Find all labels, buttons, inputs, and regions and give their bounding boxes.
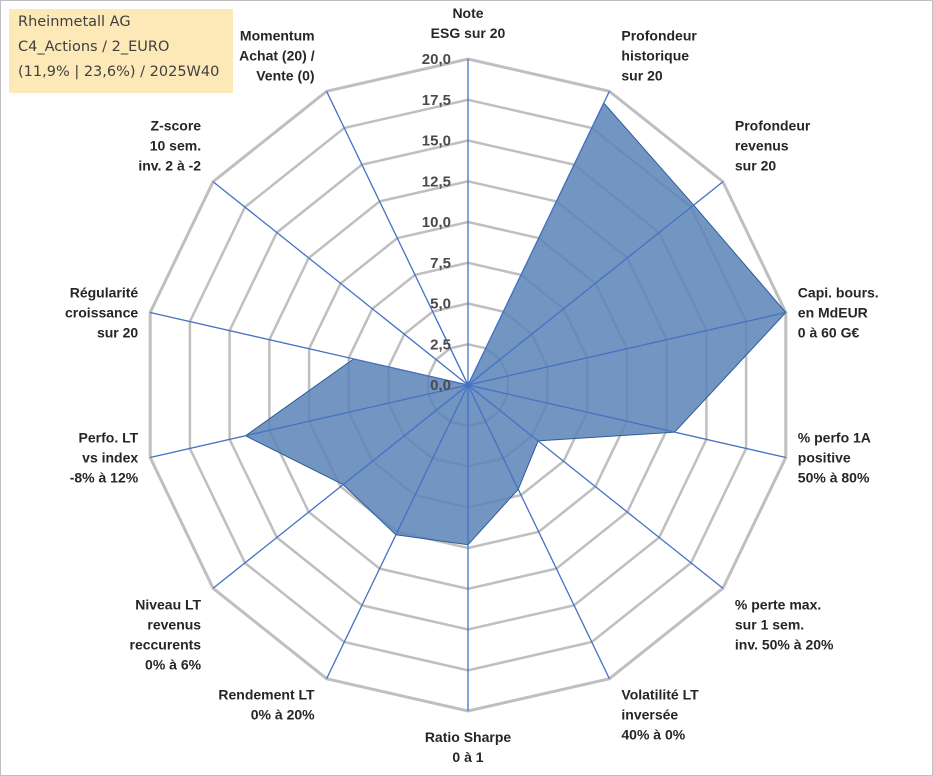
axis-label-6-line-1: inversée [621,707,678,723]
axis-label-4: % perfo 1A positive 50% à 80% [798,430,871,486]
axis-label-5-line-1: sur 1 sem. [735,616,804,632]
axis-label-10-line-1: vs index [82,450,138,466]
axis-label-3: Capi. bours. en MdEUR 0 à 60 G€ [798,285,879,341]
series-area-0 [244,102,787,546]
axis-label-12: Z-score 10 sem. inv. 2 à -2 [138,118,201,174]
axis-spoke-4 [467,384,786,459]
axis-label-2: Profondeur revenus sur 20 [735,118,811,174]
axis-label-3-line-1: en MdEUR [798,305,868,321]
axis-label-4-line-1: positive [798,450,851,466]
axis-label-7-line-1: 0 à 1 [452,749,483,765]
axis-label-11-line-1: croissance [65,305,138,321]
tick-label-2: 5,0 [430,296,451,313]
axis-label-8: Rendement LT 0% à 20% [218,687,315,723]
axis-spoke-12 [212,181,469,386]
axis-spoke-3 [467,311,786,386]
axis-spoke-9 [212,384,469,589]
axis-label-10-line-2: -8% à 12% [70,470,139,486]
axis-label-11: Régularité croissance sur 20 [65,285,138,341]
axis-spoke-13 [326,91,469,386]
tick-label-8: 20,0 [422,51,451,68]
axis-label-2-line-2: sur 20 [735,158,776,174]
axis-label-13-line-0: Momentum [240,27,315,43]
axis-label-3-line-0: Capi. bours. [798,285,879,301]
tick-label-1: 2,5 [430,336,451,353]
axis-label-8-line-0: Rendement LT [218,687,315,703]
tick-label-4: 10,0 [422,214,451,231]
axis-spoke-5 [467,384,724,589]
axis-label-11-line-0: Régularité [70,285,139,301]
axis-label-2-line-0: Profondeur [735,118,811,134]
axis-label-1: Profondeur historique sur 20 [621,27,697,83]
axis-spoke-6 [467,384,610,679]
axis-label-9-line-2: reccurents [130,636,202,652]
axis-label-11-line-2: sur 20 [97,325,138,341]
radar-axis-labels: Note ESG sur 20 Profondeur historique sur 20… [65,5,879,765]
axis-label-1-line-2: sur 20 [621,67,662,83]
tick-label-7: 17,5 [422,92,451,109]
axis-label-0-line-1: ESG sur 20 [431,25,506,41]
axis-label-2-line-1: revenus [735,138,789,154]
axis-spoke-11 [150,311,469,386]
axis-label-1-line-1: historique [621,47,689,63]
axis-spoke-1 [467,91,610,386]
tick-label-0: 0,0 [430,377,451,394]
axis-label-10: Perfo. LT vs index -8% à 12% [70,430,139,486]
axis-label-3-line-2: 0 à 60 G€ [798,325,860,341]
radar-tick-labels: 0,0 2,5 5,0 7,5 10,0 12,5 15,0 17,5 20,0 [422,51,451,394]
axis-label-5: % perte max. sur 1 sem. inv. 50% à 20% [735,596,834,652]
axis-spoke-8 [326,384,469,679]
axis-label-9-line-1: revenus [147,616,201,632]
axis-label-13-line-2: Vente (0) [256,67,314,83]
axis-label-0: Note ESG sur 20 [431,5,506,41]
company-name: Rheinmetall AG [18,14,131,30]
axis-label-10-line-0: Perfo. LT [79,430,139,446]
axis-label-9: Niveau LT revenus reccurents 0% à 6% [130,596,202,672]
axis-label-5-line-2: inv. 50% à 20% [735,636,834,652]
axis-label-12-line-0: Z-score [151,118,202,134]
axis-label-12-line-1: 10 sem. [150,138,201,154]
period-label: (11,9% | 23,6%) / 2025W40 [18,64,220,80]
axis-spoke-10 [150,384,469,459]
axis-label-1-line-0: Profondeur [621,27,697,43]
axis-label-0-line-0: Note [452,5,483,21]
tick-label-6: 15,0 [422,133,451,150]
axis-label-12-line-2: inv. 2 à -2 [138,158,201,174]
axis-label-7: Ratio Sharpe 0 à 1 [425,729,512,765]
axis-label-9-line-3: 0% à 6% [145,656,202,672]
axis-label-6: Volatilité LT inversée 40% à 0% [621,687,699,743]
chart-title-box: Rheinmetall AG C4_Actions / 2_EURO (11,9… [9,9,233,93]
axis-label-13-line-1: Achat (20) / [239,47,315,63]
axis-label-6-line-0: Volatilité LT [621,687,699,703]
axis-label-7-line-0: Ratio Sharpe [425,729,512,745]
axis-label-8-line-1: 0% à 20% [251,707,315,723]
axis-label-4-line-2: 50% à 80% [798,470,870,486]
axis-label-4-line-0: % perfo 1A [798,430,871,446]
radar-series [244,102,787,546]
tick-label-5: 12,5 [422,173,451,190]
axis-label-9-line-0: Niveau LT [135,596,201,612]
category-label: C4_Actions / 2_EURO [18,39,170,55]
tick-label-3: 7,5 [430,255,451,272]
axis-label-13: Momentum Achat (20) / Vente (0) [239,27,315,83]
axis-label-5-line-0: % perte max. [735,596,821,612]
axis-label-6-line-2: 40% à 0% [621,727,685,743]
radar-spokes [150,59,786,711]
axis-spoke-2 [467,181,724,386]
